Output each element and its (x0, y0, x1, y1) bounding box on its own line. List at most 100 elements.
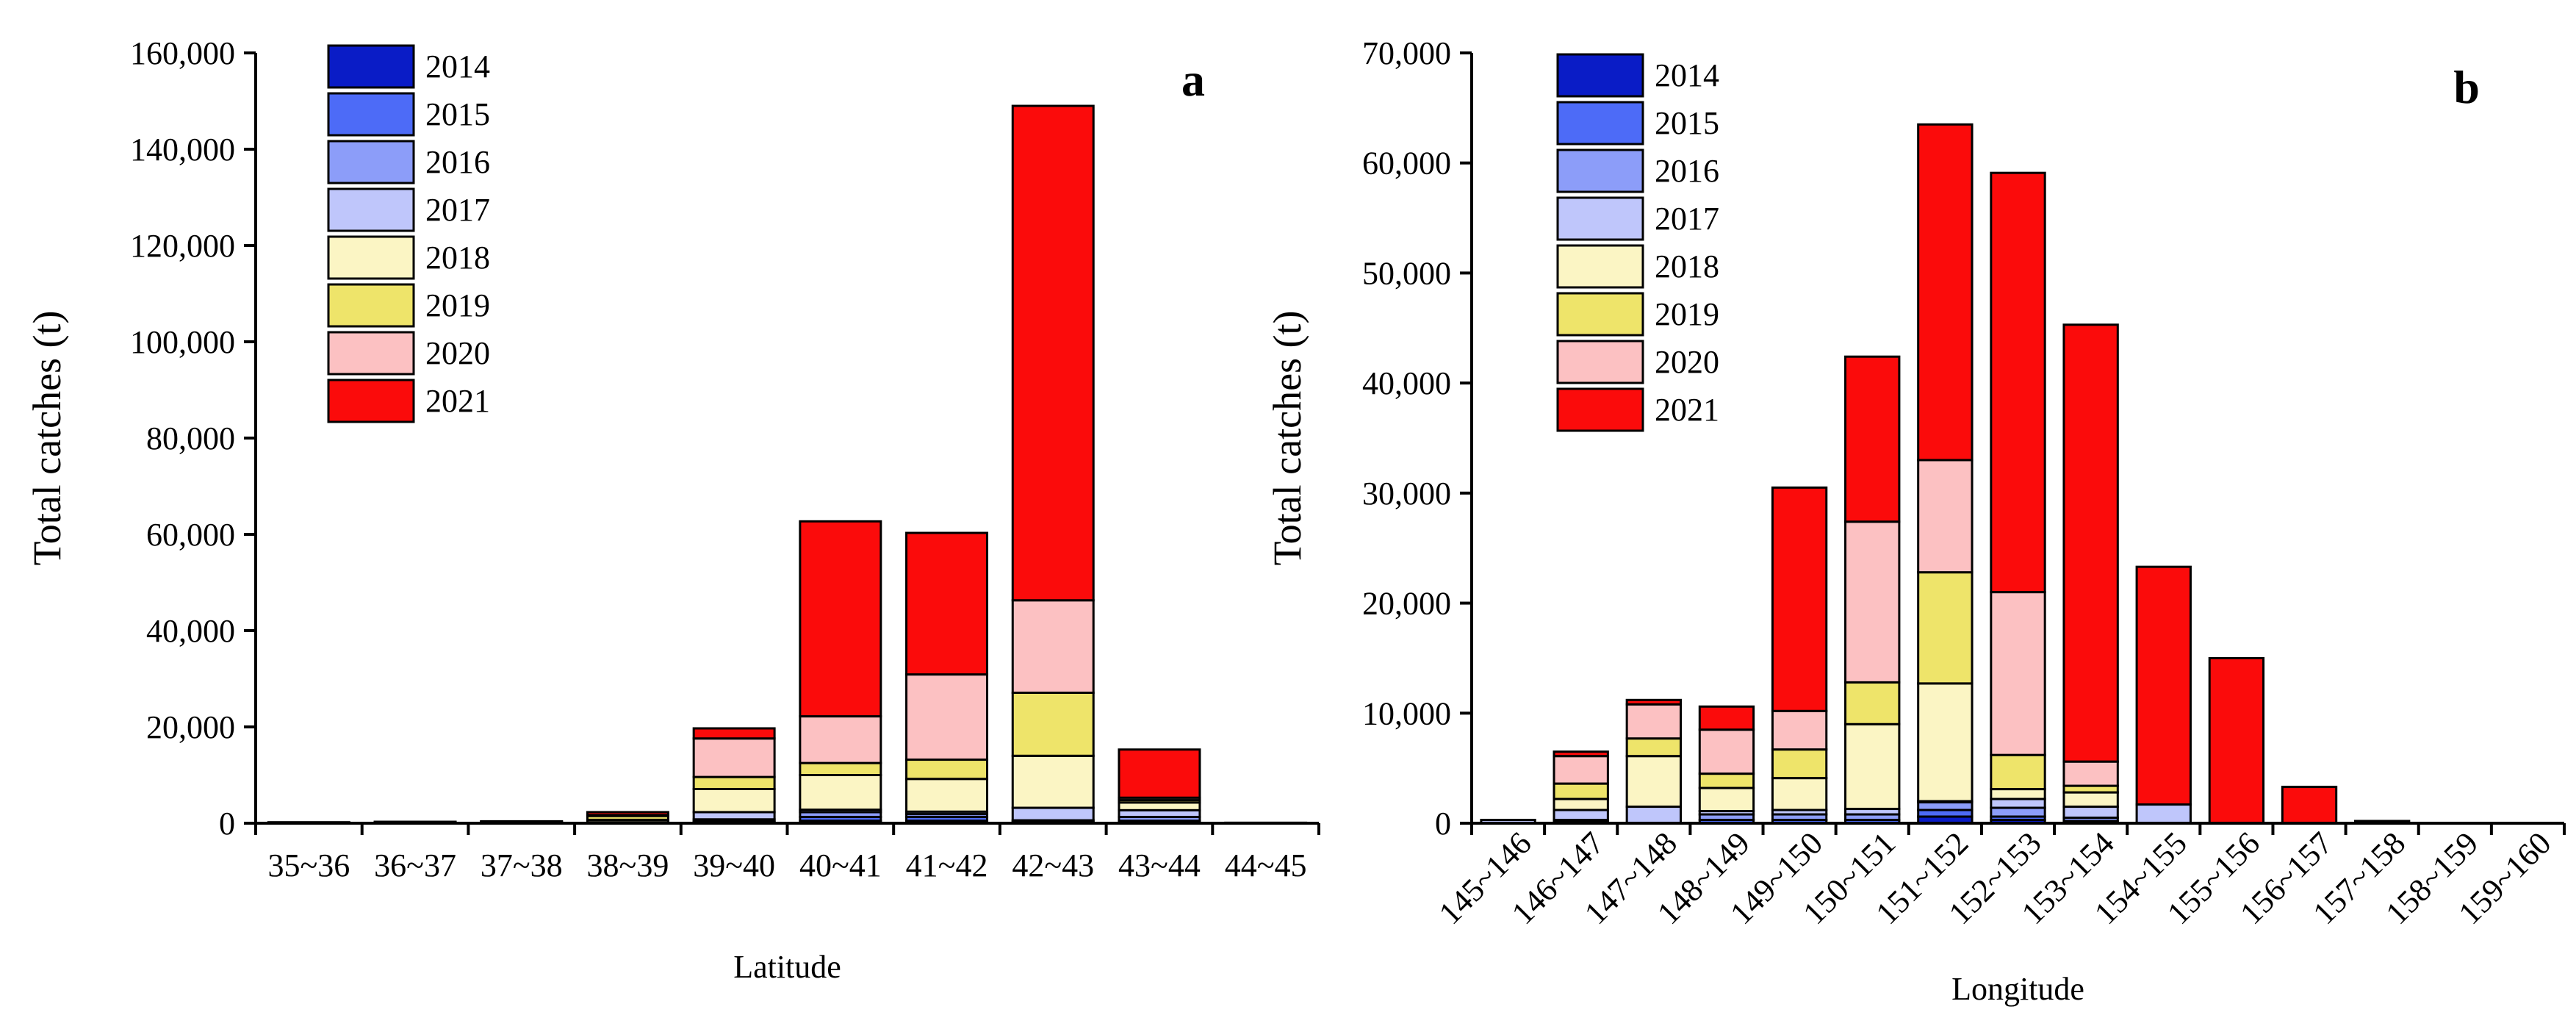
y-tick-label: 160,000 (130, 35, 235, 71)
y-tick-label: 50,000 (1362, 255, 1451, 291)
bar-segment-147~148-2019 (1625, 737, 1683, 758)
x-tick-label: 35~36 (267, 847, 350, 883)
x-tick-label: 43~44 (1118, 847, 1201, 883)
x-axis-title: Latitude (733, 949, 841, 985)
bar-segment-146~147-2017 (1553, 808, 1609, 822)
bar-segment-150~151-2019 (1844, 681, 1901, 725)
panel-b-chart: 0 10,000 20,000 30,000 40,000 50,000 60,000 70,… (1265, 35, 2566, 1007)
legend-swatch-2014 (1556, 53, 1644, 98)
legend-label-2015: 2015 (1655, 105, 1719, 141)
bar-segment-150~151-2021 (1844, 355, 1901, 523)
bar-segment-146~147-2020 (1553, 755, 1609, 785)
y-tick-label: 20,000 (146, 709, 235, 745)
bar-segment-146~147-2019 (1553, 782, 1609, 800)
x-tick-label: 36~37 (374, 847, 456, 883)
bar-segment-148~149-2020 (1698, 728, 1755, 775)
bar-segment-147~148-2018 (1625, 755, 1683, 808)
bar-segment-154~155-2017 (2135, 803, 2192, 825)
bar-segment-151~152-2021 (1917, 123, 1974, 462)
bar-segment-153~154-2018 (2062, 791, 2119, 808)
legend-swatch-2021 (1556, 387, 1644, 432)
bar-segment-43~44-2018 (1118, 801, 1201, 811)
bar-segment-39~40-2019 (692, 775, 776, 790)
legend-label-2018: 2018 (1655, 248, 1719, 284)
legend: 2014 2015 2016 2017 2018 2019 2020 2021 (327, 44, 490, 423)
bar-segment-149~150-2019 (1771, 748, 1828, 780)
legend-label-2019: 2019 (1655, 296, 1719, 332)
legend-swatch-2015 (327, 92, 415, 137)
bar-segment-153~154-2020 (2062, 760, 2119, 787)
bar-segment-42~43-2018 (1011, 754, 1095, 809)
legend-swatch-2019 (327, 283, 415, 328)
bar-segment-151~152-2018 (1917, 682, 1974, 803)
y-axis-title: Total catches (t) (1265, 310, 1309, 565)
legend-label-2021: 2021 (1655, 392, 1719, 428)
bar-segment-146~147-2018 (1553, 797, 1609, 811)
bar-segment-151~152-2016 (1917, 801, 1974, 811)
bar-segment-147~148-2020 (1625, 703, 1683, 740)
legend-label-2014: 2014 (1655, 57, 1719, 93)
bar-segment-40~41-2019 (799, 761, 882, 776)
bar-segment-154~155-2021 (2135, 565, 2192, 806)
x-tick-label: 41~42 (906, 847, 988, 883)
bar-segment-41~42-2019 (905, 759, 989, 781)
legend-swatch-2014 (327, 44, 415, 89)
bar-segment-149~150-2020 (1771, 709, 1828, 751)
legend-label-2020: 2020 (425, 335, 490, 371)
y-axis-title: Total catches (t) (25, 310, 69, 565)
bar-segment-151~152-2019 (1917, 571, 1974, 685)
panel-a-chart: 0 20,000 40,000 60,000 80,000 100,000 120,000 1… (25, 35, 1320, 985)
bar-segment-42~43-2017 (1011, 806, 1095, 822)
panel-label: a (1181, 54, 1205, 106)
bar-segment-147~148-2017 (1625, 806, 1683, 825)
bar-segment-146~147-2021 (1553, 750, 1609, 758)
bar-segment-147~148-2021 (1625, 698, 1683, 706)
legend-label-2016: 2016 (1655, 153, 1719, 189)
legend-swatch-2017 (327, 187, 415, 232)
bar-segment-41~42-2018 (905, 778, 989, 813)
y-tick-label: 40,000 (146, 613, 235, 649)
bar-segment-148~149-2021 (1698, 705, 1755, 731)
y-tick-label: 60,000 (1362, 146, 1451, 182)
legend-swatch-2020 (1556, 340, 1644, 384)
bar-segment-149~150-2021 (1771, 486, 1828, 712)
x-tick-label: 37~38 (481, 847, 563, 883)
bar-segment-39~40-2020 (692, 737, 776, 778)
x-axis-title: Longitude (1951, 971, 2084, 1007)
legend-swatch-2016 (1556, 148, 1644, 193)
bar-segment-41~42-2021 (905, 531, 989, 676)
bar-segment-42~43-2020 (1011, 599, 1095, 694)
bar-segment-40~41-2018 (799, 774, 882, 811)
bar-segment-152~153-2016 (1990, 806, 2046, 818)
bar-segment-38~39-2021 (586, 811, 669, 817)
legend-label-2017: 2017 (425, 192, 490, 228)
y-tick-label: 140,000 (130, 132, 235, 168)
bar-segment-42~43-2019 (1011, 691, 1095, 757)
legend-label-2020: 2020 (1655, 344, 1719, 380)
y-tick-label: 10,000 (1362, 695, 1451, 731)
legend-swatch-2016 (327, 140, 415, 184)
bar-segment-43~44-2021 (1118, 748, 1201, 799)
bar-segment-155~156-2021 (2208, 656, 2265, 825)
bar-segment-151~152-2020 (1917, 459, 1974, 574)
y-tick-label: 0 (1435, 806, 1451, 842)
legend-label-2017: 2017 (1655, 201, 1719, 237)
y-tick-label: 30,000 (1362, 476, 1451, 512)
bar-segment-152~153-2020 (1990, 591, 2046, 756)
bar-segment-152~153-2017 (1990, 797, 2046, 809)
bar-segment-148~149-2019 (1698, 772, 1755, 789)
legend-label-2016: 2016 (425, 144, 490, 180)
legend-label-2019: 2019 (425, 287, 490, 323)
legend-label-2021: 2021 (425, 383, 490, 419)
x-tick-label: 38~39 (587, 847, 669, 883)
legend: 2014 2015 2016 2017 2018 2019 2020 2021 (1556, 53, 1719, 432)
bar-segment-156~157-2021 (2281, 786, 2338, 825)
x-tick-label: 39~40 (693, 847, 775, 883)
bar-segment-153~154-2021 (2062, 323, 2119, 763)
bar-segment-41~42-2020 (905, 673, 989, 761)
legend-swatch-2018 (327, 235, 415, 280)
legend-swatch-2017 (1556, 196, 1644, 241)
bar-segment-149~150-2018 (1771, 777, 1828, 811)
legend-label-2018: 2018 (425, 240, 490, 276)
